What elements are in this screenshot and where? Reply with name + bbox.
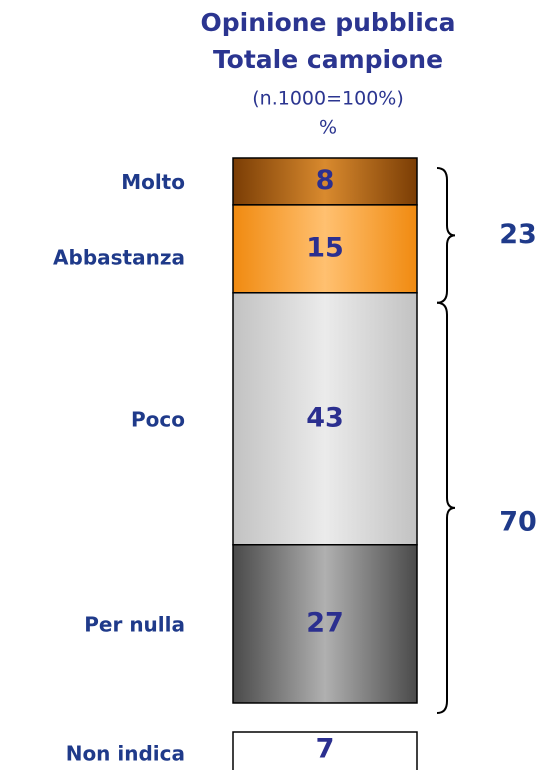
bar-segment xyxy=(232,544,418,704)
bar-segment xyxy=(232,204,418,294)
bar-segment xyxy=(232,292,418,546)
bracket xyxy=(436,167,456,304)
bracket-label: 70 xyxy=(499,506,537,537)
value-label: 15 xyxy=(306,232,344,263)
value-label: 43 xyxy=(306,402,344,433)
sample-note: (n.1000=100%) xyxy=(252,88,404,110)
category-label: Non indica xyxy=(66,742,185,766)
bracket-label: 23 xyxy=(499,219,537,250)
value-label: 27 xyxy=(306,607,344,638)
category-label: Molto xyxy=(121,170,185,194)
chart-subtitle: Totale campione xyxy=(213,45,443,74)
unit-label: % xyxy=(319,117,337,139)
value-label: 8 xyxy=(316,165,335,196)
category-label: Per nulla xyxy=(84,612,185,636)
value-label: 7 xyxy=(316,734,335,765)
category-label: Poco xyxy=(131,407,185,431)
bar-segment xyxy=(232,731,418,770)
bracket xyxy=(436,301,456,714)
bar-segment xyxy=(232,157,418,206)
category-label: Abbastanza xyxy=(53,245,185,269)
chart-title: Opinione pubblica xyxy=(200,8,455,37)
